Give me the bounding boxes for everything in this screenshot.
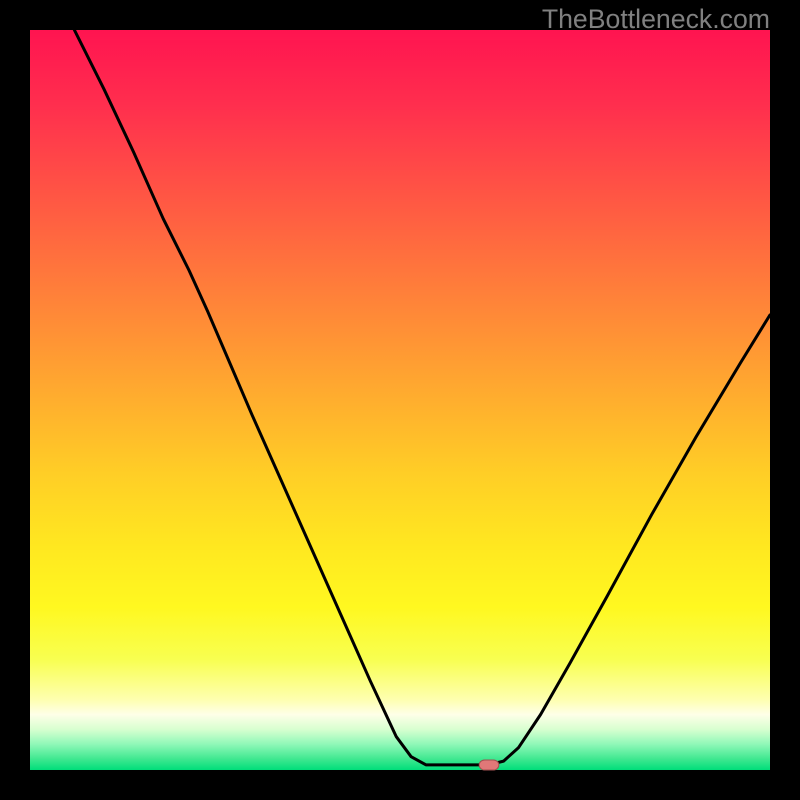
figure-frame: TheBottleneck.com xyxy=(0,0,800,800)
optimum-marker xyxy=(478,759,499,770)
watermark-text: TheBottleneck.com xyxy=(542,4,770,35)
plot-area xyxy=(30,30,770,770)
bottleneck-curve xyxy=(30,30,770,770)
